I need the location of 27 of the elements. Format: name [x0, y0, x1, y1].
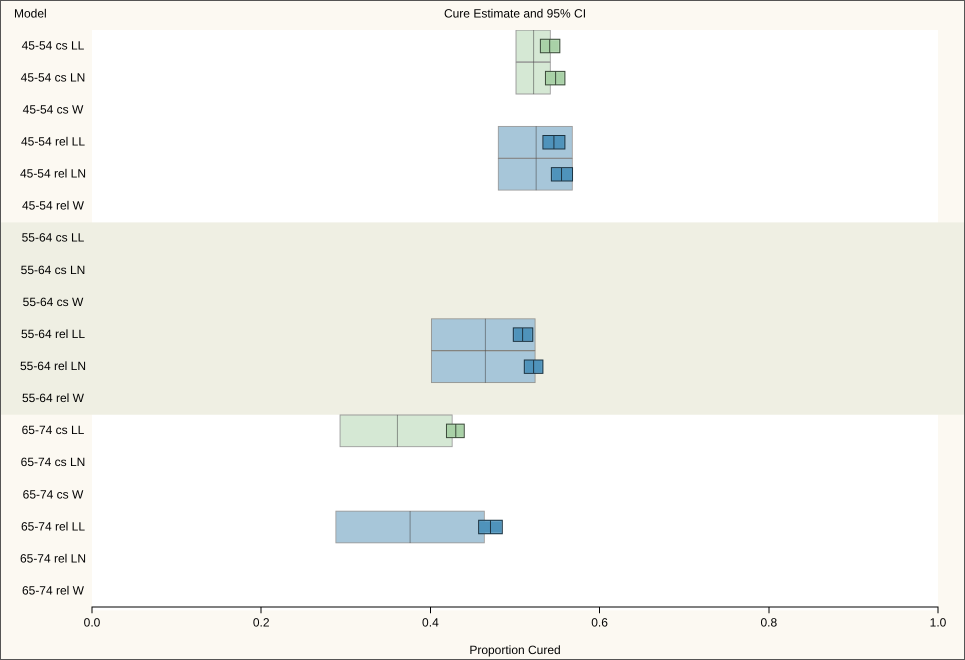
x-tick-label: 1.0	[930, 616, 947, 630]
y-tick-label: 55-64 cs LN	[20, 262, 86, 277]
y-tick-label: 55-64 rel LN	[20, 359, 86, 374]
y-tick-label: 45-54 cs W	[22, 102, 84, 116]
y-tick-label: 65-74 rel LN	[20, 551, 86, 566]
y-tick-label: 65-74 cs LN	[20, 455, 86, 470]
y-tick-label: 65-74 cs LL	[22, 423, 85, 438]
y-axis-title: Model	[14, 6, 47, 20]
y-tick-label: 65-74 cs W	[22, 487, 84, 502]
chart-title: Cure Estimate and 95% CI	[444, 6, 586, 20]
x-axis-title: Proportion Cured	[469, 643, 561, 658]
y-tick-label: 55-64 rel W	[22, 391, 85, 406]
y-tick-label: 45-54 cs LN	[20, 70, 86, 84]
y-tick-label: 45-54 cs LL	[22, 38, 85, 52]
y-tick-label: 55-64 rel LL	[20, 326, 86, 341]
y-tick-label: 55-64 cs LL	[22, 230, 85, 245]
y-tick-label: 55-64 cs W	[22, 294, 84, 309]
x-tick-label: 0.6	[591, 616, 608, 630]
y-tick-label: 45-54 rel W	[22, 198, 85, 213]
y-tick-label: 45-54 rel LL	[20, 134, 86, 149]
y-tick-label: 65-74 rel W	[22, 583, 85, 598]
x-tick-label: 0.8	[760, 616, 778, 630]
y-tick-label: 45-54 rel LN	[20, 166, 86, 181]
x-tick-label: 0.2	[252, 616, 270, 630]
y-tick-label: 65-74 rel LL	[20, 519, 86, 534]
x-tick-label: 0.4	[422, 616, 440, 630]
x-tick-label: 0.0	[84, 616, 101, 630]
